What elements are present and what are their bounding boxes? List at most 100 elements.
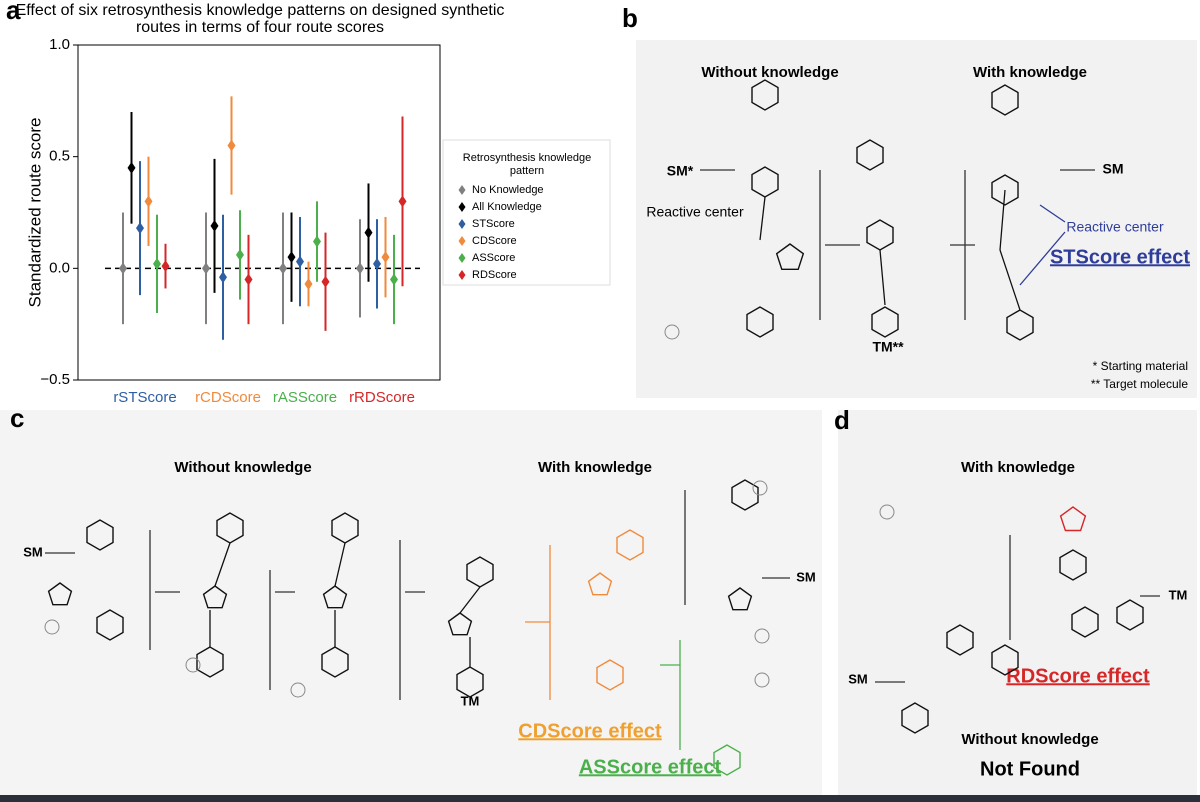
molecule-ring xyxy=(616,529,644,561)
label: TM xyxy=(1169,587,1188,602)
s-marker xyxy=(290,682,306,698)
legend-marker xyxy=(458,270,466,280)
molecule-ring xyxy=(991,174,1019,206)
legend-label: STScore xyxy=(472,218,515,230)
label: With knowledge xyxy=(961,459,1075,476)
molecule-ring xyxy=(871,306,899,338)
molecule-ring xyxy=(86,519,114,551)
molecule-ring xyxy=(47,582,73,606)
molecule-ring xyxy=(713,744,741,776)
mean-marker xyxy=(136,222,144,235)
mean-marker xyxy=(227,139,236,152)
label: Without knowledge xyxy=(701,64,838,81)
molecule-ring xyxy=(1006,309,1034,341)
bond xyxy=(999,249,1021,311)
label: With knowledge xyxy=(538,459,652,476)
mean-marker xyxy=(244,273,253,286)
s-marker xyxy=(44,619,60,635)
molecule-ring xyxy=(321,646,349,678)
mean-marker xyxy=(321,275,330,288)
panel-b-background xyxy=(636,40,1197,398)
molecule-ring xyxy=(856,139,884,171)
panel-label: d xyxy=(834,405,850,435)
legend-marker xyxy=(458,236,466,246)
legend-label: RDScore xyxy=(472,269,517,281)
label: Without knowledge xyxy=(174,459,311,476)
panel-d-background xyxy=(838,410,1197,795)
mean-marker xyxy=(279,262,287,275)
mean-marker xyxy=(153,257,161,270)
mean-marker xyxy=(219,271,227,284)
molecule-ring xyxy=(1059,506,1087,532)
molecule-ring xyxy=(1059,549,1087,581)
effect-label: ASScore effect xyxy=(579,756,722,778)
molecule-ring xyxy=(946,624,974,656)
legend-marker xyxy=(458,185,466,195)
s-marker xyxy=(185,657,201,673)
mean-marker xyxy=(364,226,373,239)
molecule-ring xyxy=(322,585,348,609)
mean-marker xyxy=(381,251,390,264)
mean-marker xyxy=(398,195,407,208)
s-marker xyxy=(754,628,770,644)
mean-marker xyxy=(210,219,219,232)
molecule-ring xyxy=(202,585,228,609)
mean-marker xyxy=(356,262,364,275)
label: ** Target molecule xyxy=(1091,377,1188,391)
legend-marker xyxy=(458,202,466,212)
legend-title: Retrosynthesis knowledge pattern xyxy=(462,152,592,177)
molecule-ring xyxy=(751,79,779,111)
panel-label: a xyxy=(6,0,21,25)
molecule-ring xyxy=(447,612,473,636)
label: TM** xyxy=(872,339,904,355)
bottom-strip xyxy=(0,795,1200,802)
label: Reactive center xyxy=(646,204,744,220)
panel-label: c xyxy=(10,403,24,433)
molecule-ring xyxy=(456,666,484,698)
mean-marker xyxy=(313,235,321,248)
y-tick-label: 0.0 xyxy=(49,259,70,276)
y-tick-label: 0.5 xyxy=(49,148,70,165)
legend-marker xyxy=(458,219,466,229)
y-tick-label: −0.5 xyxy=(40,371,70,388)
mean-marker xyxy=(236,248,244,261)
mean-marker xyxy=(304,277,313,290)
molecule-ring xyxy=(901,702,929,734)
legend-label: No Knowledge xyxy=(472,184,544,196)
molecule-ring xyxy=(96,609,124,641)
molecule-ring xyxy=(746,306,774,338)
legend-marker xyxy=(458,253,466,263)
molecule-ring xyxy=(196,646,224,678)
effect-label: STScore effect xyxy=(1050,246,1190,268)
label: SM xyxy=(848,671,868,686)
bond xyxy=(459,586,481,614)
bond xyxy=(999,189,1006,251)
y-tick-label: 1.0 xyxy=(49,36,70,53)
y-axis-label: Standardized route score xyxy=(25,118,44,308)
x-tick-label: rSTScore xyxy=(113,389,176,406)
label: Not Found xyxy=(980,758,1080,780)
label: * Starting material xyxy=(1093,359,1188,373)
label: Reactive center xyxy=(1066,219,1164,235)
label: SM xyxy=(796,569,816,584)
legend-label: ASScore xyxy=(472,252,515,264)
label: SM xyxy=(1103,161,1124,177)
molecule-ring xyxy=(775,243,805,270)
bond xyxy=(334,542,346,587)
panel-label: b xyxy=(622,3,638,33)
s-marker xyxy=(664,324,680,340)
mean-marker xyxy=(390,273,398,286)
chart-title: Effect of six retrosynthesis knowledge p… xyxy=(15,2,505,36)
plot-frame xyxy=(77,44,441,381)
x-tick-label: rRDScore xyxy=(349,389,415,406)
mean-marker xyxy=(296,255,304,268)
label: Without knowledge xyxy=(961,731,1098,748)
s-marker xyxy=(754,672,770,688)
label: With knowledge xyxy=(973,64,1087,81)
molecule-ring xyxy=(991,84,1019,116)
mean-marker xyxy=(373,257,381,270)
legend-label: All Knowledge xyxy=(472,201,542,213)
label: SM xyxy=(23,544,43,559)
mean-marker xyxy=(119,262,127,275)
